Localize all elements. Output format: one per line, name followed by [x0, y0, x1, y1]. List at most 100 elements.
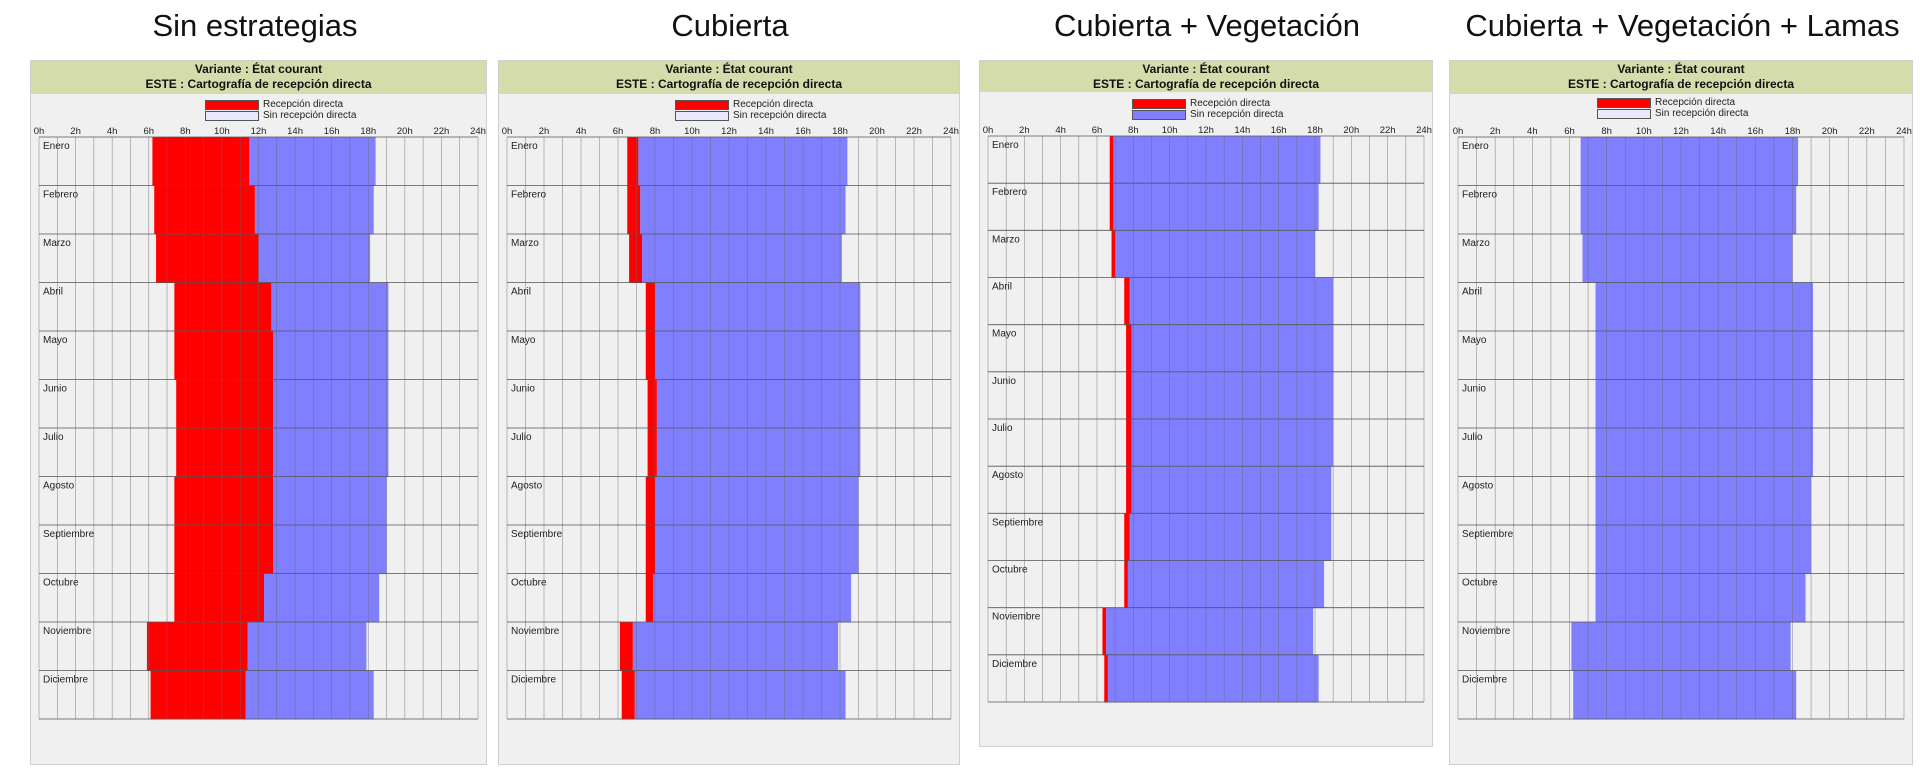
indirect-band — [254, 185, 374, 235]
x-tick-label: 4h — [1055, 125, 1066, 136]
legend: Recepción directa Sin recepción directa — [205, 99, 356, 121]
x-tick-label: 24h — [470, 126, 486, 137]
indirect-band — [655, 525, 859, 574]
month-label: Marzo — [43, 238, 71, 249]
month-label: Noviembre — [1462, 626, 1511, 637]
x-tick-label: 0h — [502, 126, 513, 137]
x-tick-label: 22h — [1859, 126, 1875, 137]
scenario-title: Cubierta + Vegetación + Lamas — [1465, 8, 1900, 43]
month-label: Noviembre — [511, 626, 560, 637]
direct-band — [174, 573, 264, 623]
x-tick-label: 2h — [539, 126, 550, 137]
month-label: Marzo — [992, 234, 1020, 245]
month-label: Diciembre — [1462, 675, 1507, 686]
indirect-band — [1595, 476, 1812, 526]
chart-sin-estrategias: 0h 2h 4h 6h 8h 10h 12h 14h 16h 18h 20h 22h 24h Enero F… — [34, 126, 486, 720]
legend: Recepción directa Sin recepción directa — [1597, 97, 1748, 119]
month-label: Diciembre — [992, 659, 1037, 670]
direct-band — [1109, 183, 1114, 231]
direct-band — [1126, 324, 1132, 373]
x-tick-label: 16h — [795, 126, 811, 137]
x-tick-label: 20h — [1822, 126, 1838, 137]
month-label: Enero — [1462, 141, 1489, 152]
chart-cubierta-vegetacion-lamas: 0h 2h 4h 6h 8h 10h 12h 14h 16h 18h 20h 22h 24h Enero F… — [1453, 126, 1912, 720]
indirect-band — [655, 476, 859, 526]
indirect-band — [1131, 466, 1332, 514]
scenario-title: Cubierta — [671, 8, 789, 43]
month-label: Octubre — [43, 578, 79, 589]
chart-frame: Variante : État courant ESTE : Cartograf… — [498, 60, 960, 765]
x-tick-label: 10h — [1162, 125, 1178, 136]
indirect-band — [1595, 428, 1813, 477]
x-tick-label: 10h — [214, 126, 230, 137]
legend-label-direct: Recepción directa — [1190, 98, 1271, 109]
month-label: Julio — [511, 432, 532, 443]
month-label: Octubre — [511, 578, 547, 589]
x-tick-label: 16h — [1747, 126, 1763, 137]
chart-frame: Variante : État courant ESTE : Cartograf… — [30, 60, 487, 765]
indirect-band — [1131, 419, 1334, 467]
legend-swatch-direct — [1132, 98, 1186, 109]
indirect-band — [1106, 607, 1314, 656]
x-tick-label: 18h — [1307, 125, 1323, 136]
direct-band — [1126, 419, 1132, 467]
indirect-band — [271, 282, 389, 332]
direct-band — [645, 331, 655, 380]
legend-item-indirect: Sin recepción directa — [675, 110, 826, 121]
x-tick-label: 18h — [832, 126, 848, 137]
direct-band — [152, 137, 250, 186]
x-tick-label: 0h — [34, 126, 45, 137]
indirect-band — [634, 670, 846, 720]
x-tick-label: 8h — [1601, 126, 1612, 137]
indirect-band — [640, 185, 846, 235]
x-tick-label: 14h — [1710, 126, 1726, 137]
indirect-band — [245, 670, 374, 720]
header-variant: Variante : État courant — [1617, 62, 1745, 76]
indirect-band — [263, 573, 380, 623]
x-tick-label: 20h — [869, 126, 885, 137]
indirect-band — [1129, 513, 1332, 561]
direct-band — [174, 331, 274, 380]
direct-band — [645, 476, 655, 526]
month-label: Agosto — [1462, 481, 1494, 492]
x-tick-label: 20h — [1343, 125, 1359, 136]
direct-band — [1126, 466, 1132, 514]
indirect-band — [273, 476, 387, 526]
month-label: Septiembre — [511, 529, 563, 540]
direct-band — [1126, 371, 1132, 420]
direct-band — [645, 282, 655, 332]
month-label: Marzo — [1462, 238, 1490, 249]
x-tick-label: 22h — [906, 126, 922, 137]
direct-band — [174, 525, 274, 574]
direct-band — [647, 428, 657, 477]
legend-item-direct: Recepción directa — [205, 99, 356, 110]
x-tick-label: 22h — [433, 126, 449, 137]
month-label: Enero — [992, 140, 1019, 151]
direct-band — [1124, 277, 1130, 326]
indirect-band — [1580, 185, 1797, 235]
x-tick-label: 0h — [1453, 126, 1464, 137]
legend-label-indirect: Sin recepción directa — [263, 110, 357, 121]
chart-cubierta: 0h 2h 4h 6h 8h 10h 12h 14h 16h 18h 20h 22h 24h Enero F… — [502, 126, 959, 720]
x-tick-label: 8h — [650, 126, 661, 137]
month-label: Octubre — [1462, 578, 1498, 589]
legend-label-direct: Recepción directa — [1655, 97, 1736, 108]
x-tick-label: 24h — [1896, 126, 1912, 137]
legend-label-direct: Recepción directa — [263, 99, 344, 110]
month-label: Mayo — [992, 329, 1017, 340]
x-tick-label: 12h — [251, 126, 267, 137]
x-tick-label: 2h — [1019, 125, 1030, 136]
indirect-band — [1595, 379, 1813, 429]
month-label: Octubre — [992, 565, 1028, 576]
month-label: Junio — [43, 384, 67, 395]
x-tick-label: 8h — [1128, 125, 1139, 136]
indirect-band — [273, 331, 389, 380]
indirect-band — [1582, 234, 1793, 283]
legend-swatch-direct — [1597, 97, 1651, 108]
month-label: Mayo — [43, 335, 68, 346]
legend-label-indirect: Sin recepción directa — [733, 110, 827, 121]
legend-swatch-indirect — [1597, 108, 1651, 119]
legend-swatch-direct — [205, 99, 259, 110]
direct-band — [621, 670, 635, 720]
indirect-band — [656, 379, 861, 429]
